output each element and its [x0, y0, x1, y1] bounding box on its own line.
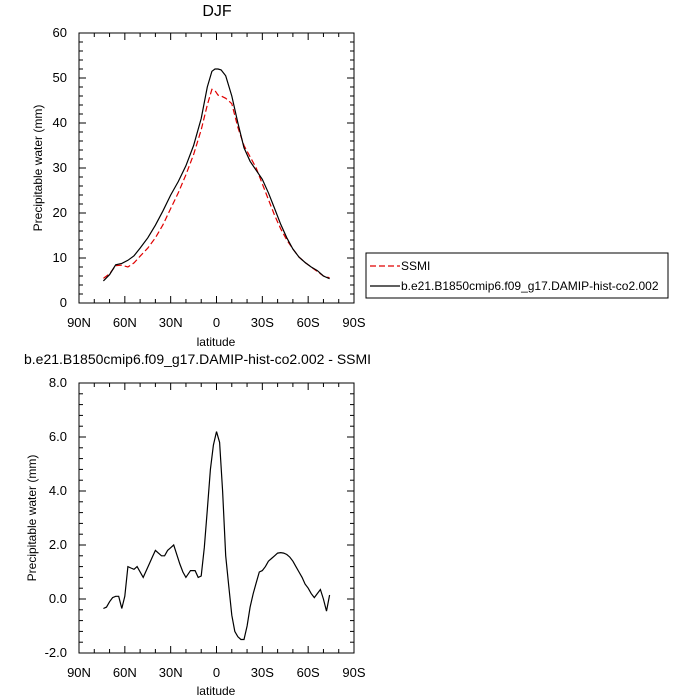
bottom-panel: b.e21.B1850cmip6.f09_g17.DAMIP-hist-co2.…	[24, 351, 371, 698]
bottom-plot-frame	[78, 382, 355, 654]
top-x-tick-label: 90N	[67, 315, 91, 330]
top-x-axis-label: latitude	[197, 335, 236, 349]
bottom-y-tick-label: 2.0	[49, 537, 67, 552]
top-ticks: 90N 60N 30N 0 30S 60S 90S 0 10 20 30 40 50 60	[53, 25, 366, 330]
bottom-y-tick-label: 0.0	[49, 591, 67, 606]
legend: SSMI b.e21.B1850cmip6.f09_g17.DAMIP-hist…	[365, 252, 669, 299]
top-x-tick-label: 30N	[159, 315, 183, 330]
bottom-y-tick-label: 8.0	[49, 375, 67, 390]
top-y-axis-label: Precipitable water (mm)	[31, 105, 45, 232]
bottom-x-tick-label: 60S	[297, 665, 320, 680]
legend-box	[365, 252, 669, 299]
top-plot-frame	[78, 32, 355, 304]
top-y-tick-label: 20	[53, 205, 67, 220]
bottom-y-tick-label: 6.0	[49, 429, 67, 444]
top-y-tick-label: 30	[53, 160, 67, 175]
top-y-tick-label: 40	[53, 115, 67, 130]
top-series-line-0	[103, 88, 330, 279]
top-y-tick-label: 50	[53, 70, 67, 85]
bottom-chart-title: b.e21.B1850cmip6.f09_g17.DAMIP-hist-co2.…	[24, 351, 371, 367]
bottom-x-tick-label: 90N	[67, 665, 91, 680]
legend-ssmi-label: SSMI	[401, 259, 430, 273]
bottom-x-tick-label: 0	[213, 665, 220, 680]
bottom-x-tick-label: 90S	[342, 665, 365, 680]
top-y-tick-label: 60	[53, 25, 67, 40]
top-x-tick-label: 90S	[342, 315, 365, 330]
top-chart-title: DJF	[202, 3, 232, 20]
bottom-y-axis-label: Precipitable water (mm)	[25, 455, 39, 582]
bottom-series	[103, 431, 331, 641]
top-series	[102, 68, 330, 282]
bottom-ticks: 90N 60N 30N 0 30S 60S 90S -2.0 0.0 2.0 4.0 6.0 8.0	[45, 375, 366, 680]
bottom-x-axis-label: latitude	[197, 684, 236, 698]
top-x-tick-label: 60S	[297, 315, 320, 330]
top-x-tick-label: 0	[213, 315, 220, 330]
legend-model-label: b.e21.B1850cmip6.f09_g17.DAMIP-hist-co2.…	[401, 279, 659, 293]
top-y-tick-label: 10	[53, 250, 67, 265]
bottom-y-tick-label: -2.0	[45, 645, 67, 660]
top-x-tick-label: 60N	[113, 315, 137, 330]
top-panel: DJF 90N 60N 30N 0 30S 60S 90S 0 10 20 30 40 50 60 lat…	[31, 3, 366, 349]
bottom-x-tick-label: 30N	[159, 665, 183, 680]
top-x-tick-label: 30S	[251, 315, 274, 330]
bottom-y-tick-label: 4.0	[49, 483, 67, 498]
top-series-line-1	[102, 68, 330, 282]
bottom-x-tick-label: 30S	[251, 665, 274, 680]
bottom-series-line-0	[103, 431, 331, 641]
bottom-x-tick-label: 60N	[113, 665, 137, 680]
top-y-tick-label: 0	[60, 295, 67, 310]
